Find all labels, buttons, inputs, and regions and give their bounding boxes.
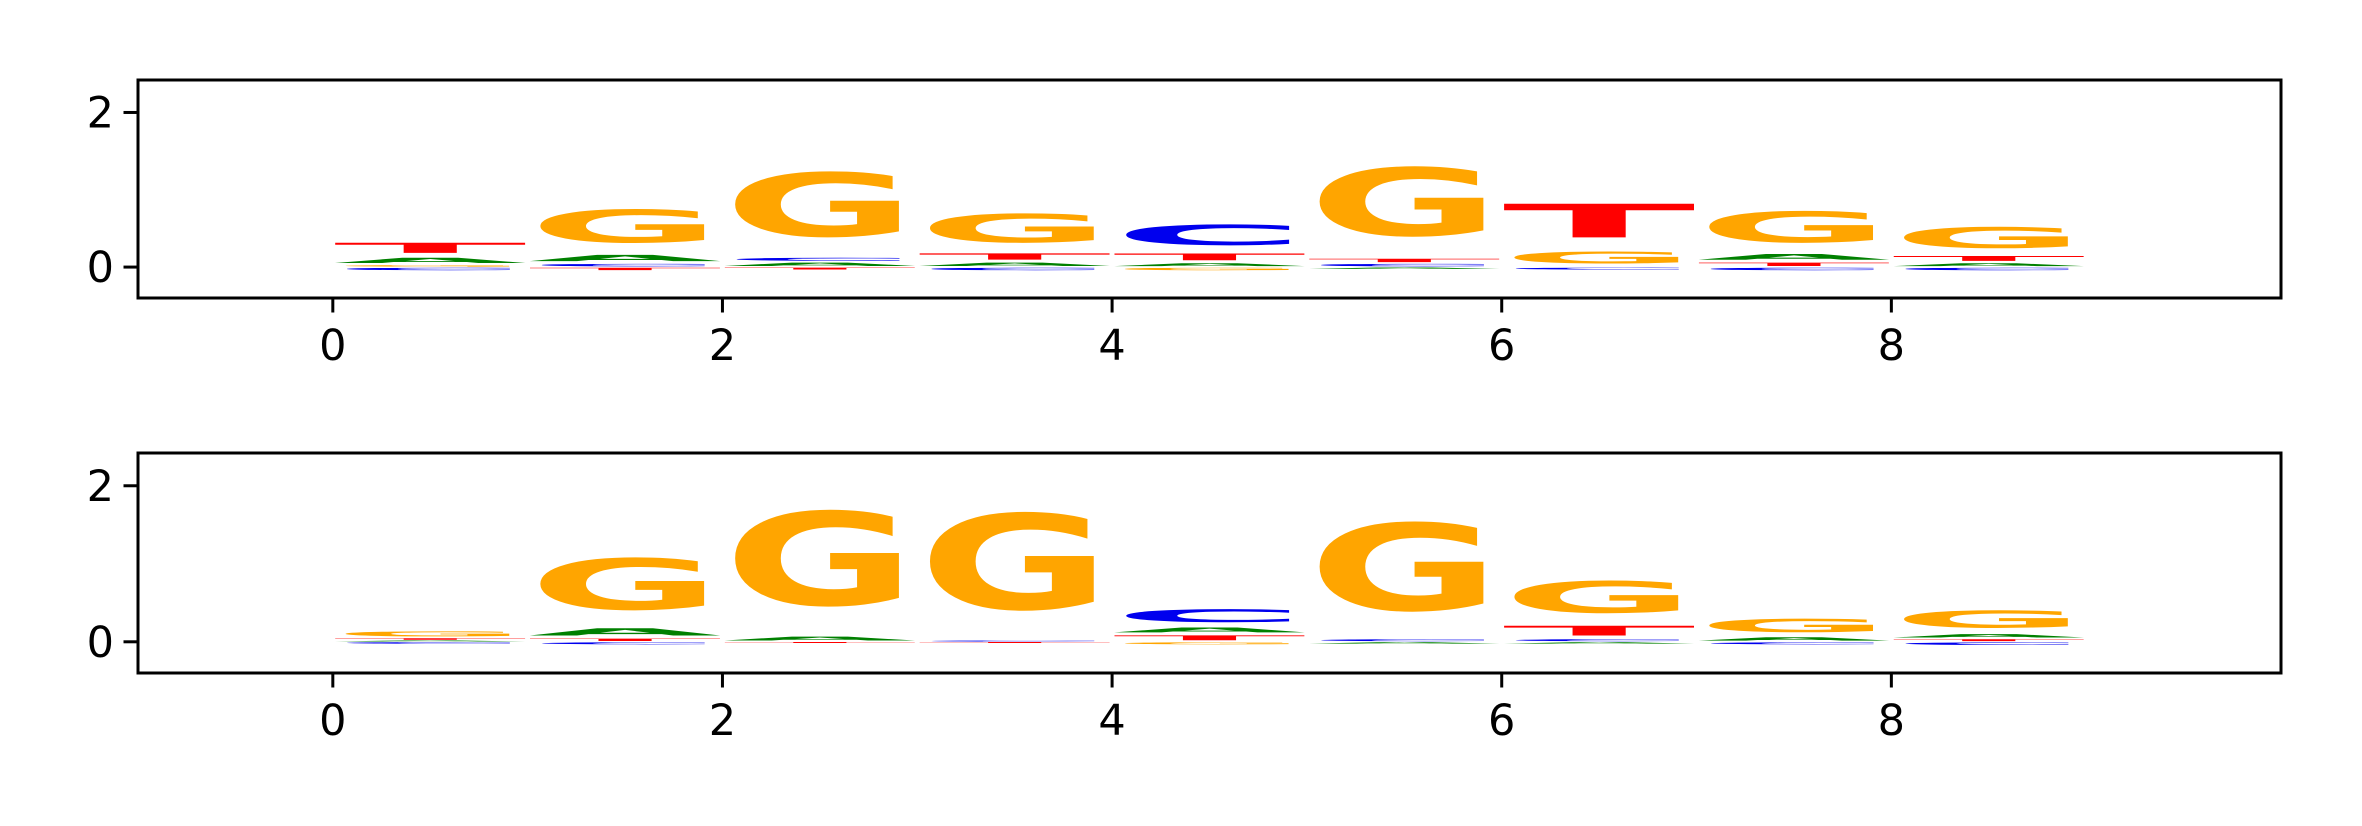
top-sequence-logo-letter-T: T xyxy=(1698,262,1891,267)
bottom-sequence-logo-letter-A: A xyxy=(1892,633,2085,638)
top-sequence-logo-letter-T: T xyxy=(1892,255,2085,263)
top-sequence-logo-letter-C: C xyxy=(1698,267,1891,271)
bottom-sequence-logo-letter-C: C xyxy=(1503,639,1696,642)
bottom-sequence-logo-letter-G: G xyxy=(1892,606,2085,633)
top-sequence-logo-letter-C: C xyxy=(334,267,527,271)
bottom-sequence-logo-letter-T: T xyxy=(1503,623,1696,639)
top-sequence-logo-axes-border xyxy=(136,78,2283,300)
top-sequence-logo-letter-C: C xyxy=(918,267,1111,271)
bottom-sequence-logo-letter-A: A xyxy=(334,640,527,642)
bottom-sequence-logo-letter-A: A xyxy=(1503,642,1696,644)
bottom-sequence-logo-letter-T: T xyxy=(723,642,916,644)
bottom-sequence-logo-letter-C: C xyxy=(1308,639,1501,642)
bottom-sequence-logo-letter-A: A xyxy=(1113,626,1306,634)
bottom-sequence-logo-letter-C: C xyxy=(1892,642,2085,646)
bottom-sequence-logo-letter-T: T xyxy=(918,642,1111,644)
top-sequence-logo-letter-A: A xyxy=(1308,267,1501,269)
bottom-sequence-logo-letter-A: A xyxy=(723,636,916,642)
top-sequence-logo-letter-G: G xyxy=(1308,149,1501,257)
bottom-sequence-logo-letter-G: G xyxy=(334,630,527,638)
top-sequence-logo-x-tick-label: 4 xyxy=(1098,321,1125,371)
top-sequence-logo-letter-A: A xyxy=(1698,252,1891,261)
top-sequence-logo-letter-A: A xyxy=(723,262,916,267)
top-sequence-logo-letter-T: T xyxy=(334,240,527,256)
top-sequence-logo-letter-T: T xyxy=(529,267,722,271)
bottom-sequence-logo-letter-G: G xyxy=(1308,499,1501,638)
top-sequence-logo-letter-G: G xyxy=(1698,203,1891,252)
bottom-sequence-logo-y-tick-label: 2 xyxy=(87,462,114,512)
bottom-sequence-logo-letter-A: A xyxy=(529,626,722,638)
bottom-sequence-logo-letter-C: C xyxy=(918,640,1111,642)
bottom-sequence-logo-letter-T: T xyxy=(1892,639,2085,642)
top-sequence-logo-letter-G: G xyxy=(918,206,1111,251)
top-sequence-logo-letter-C: C xyxy=(723,257,916,262)
top-sequence-logo-letter-C: C xyxy=(1892,267,2085,271)
top-sequence-logo-letter-A: A xyxy=(334,256,527,264)
top-sequence-logo-y-tick-label: 2 xyxy=(87,88,114,138)
top-sequence-logo-letter-C: C xyxy=(529,263,722,267)
top-sequence-logo-letter-T: T xyxy=(918,252,1111,262)
top-sequence-logo-x-tick-label: 2 xyxy=(709,321,736,371)
bottom-sequence-logo-letter-C: C xyxy=(1113,606,1306,626)
top-sequence-logo-letter-C: C xyxy=(1113,219,1306,251)
top-sequence-logo-letter-A: A xyxy=(529,253,722,263)
bottom-sequence-logo-letter-G: G xyxy=(918,488,1111,640)
bottom-sequence-logo-letter-C: C xyxy=(529,642,722,645)
bottom-sequence-logo-letter-G: G xyxy=(1698,615,1891,636)
top-sequence-logo-letter-C: C xyxy=(1503,267,1696,270)
top-sequence-logo-letter-G: G xyxy=(334,265,527,267)
bottom-sequence-logo-axes-border xyxy=(136,451,2283,675)
bottom-sequence-logo-letter-G: G xyxy=(529,544,722,626)
top-sequence-logo-x-tick-label: 8 xyxy=(1878,321,1905,371)
top-sequence-logo-letter-A: A xyxy=(918,262,1111,267)
top-sequence-logo-letter-T: T xyxy=(1503,194,1696,248)
bottom-sequence-logo-x-tick-label: 4 xyxy=(1098,696,1125,746)
top-sequence-logo-y-tick-label: 0 xyxy=(87,243,114,293)
top-sequence-logo-letter-T: T xyxy=(1113,252,1306,263)
bottom-sequence-logo-letter-A: A xyxy=(1308,642,1501,644)
bottom-sequence-logo-x-tick-label: 8 xyxy=(1878,696,1905,746)
bottom-sequence-logo-letter-C: C xyxy=(334,642,527,644)
bottom-sequence-logo-letter-G: G xyxy=(1503,572,1696,623)
bottom-sequence-logo-x-tick-label: 2 xyxy=(709,696,736,746)
top-sequence-logo-letter-T: T xyxy=(723,267,916,270)
top-sequence-logo-x-tick-label: 6 xyxy=(1488,321,1515,371)
top-sequence-logo-letter-A: A xyxy=(1113,262,1306,267)
top-sequence-logo-letter-C: C xyxy=(1308,263,1501,267)
bottom-sequence-logo-letter-T: T xyxy=(529,638,722,642)
bottom-sequence-logo-letter-A: A xyxy=(1698,636,1891,641)
bottom-sequence-logo-letter-C: C xyxy=(1698,642,1891,645)
top-sequence-logo-letter-G: G xyxy=(1892,222,2085,255)
top-sequence-logo-letter-A: A xyxy=(1892,262,2085,267)
bottom-sequence-logo-x-tick-label: 6 xyxy=(1488,696,1515,746)
bottom-sequence-logo-letter-T: T xyxy=(334,638,527,640)
top-sequence-logo-letter-T: T xyxy=(1308,258,1501,263)
top-sequence-logo-letter-G: G xyxy=(529,201,722,253)
bottom-sequence-logo-letter-G: G xyxy=(723,486,916,636)
bottom-sequence-logo-y-tick-label: 0 xyxy=(87,618,114,668)
top-sequence-logo-letter-G: G xyxy=(1503,249,1696,267)
bottom-sequence-logo-letter-T: T xyxy=(1113,634,1306,642)
top-sequence-logo-x-tick-label: 0 xyxy=(319,321,346,371)
bottom-sequence-logo-letter-G: G xyxy=(1113,642,1306,645)
bottom-sequence-logo-x-tick-label: 0 xyxy=(319,696,346,746)
top-sequence-logo-letter-G: G xyxy=(1113,267,1306,271)
top-sequence-logo-letter-G: G xyxy=(723,155,916,256)
